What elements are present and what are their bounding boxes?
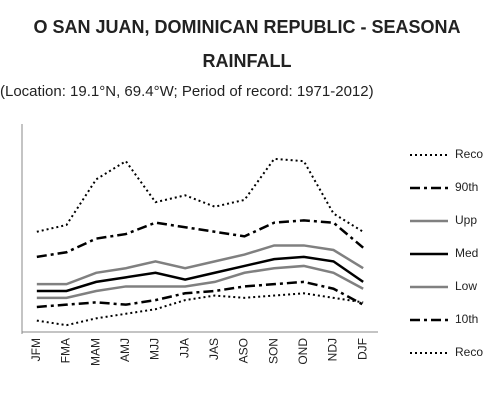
x-tick-label: ASO xyxy=(237,338,251,363)
series-line xyxy=(36,255,364,293)
x-tick-label: SON xyxy=(266,338,280,364)
legend-label: Upp xyxy=(455,213,477,227)
series-line xyxy=(36,264,364,300)
series-line xyxy=(36,244,364,286)
x-tick-label: NDJ xyxy=(326,338,340,361)
x-tick-label: OND xyxy=(296,338,310,365)
x-tick-label: AMJ xyxy=(118,338,132,362)
legend-label: 90th xyxy=(455,180,478,194)
series-line xyxy=(36,157,364,233)
series-line xyxy=(36,292,364,327)
legend-label: Med xyxy=(455,246,478,260)
chart-title: O SAN JUAN, DOMINICAN REPUBLIC - SEASONA xyxy=(33,17,460,37)
x-tick-label: MAM xyxy=(88,338,102,366)
x-tick-label: JAS xyxy=(207,338,221,360)
legend-label: Low xyxy=(455,279,477,293)
chart-subtitle: (Location: 19.1°N, 69.4°W; Period of rec… xyxy=(0,83,374,100)
x-tick-label: FMA xyxy=(59,338,73,363)
x-tick-label: JFM xyxy=(29,338,43,361)
chart-title: RAINFALL xyxy=(203,51,292,71)
legend-label: Reco xyxy=(455,147,483,161)
x-tick-label: JJA xyxy=(177,338,191,358)
x-tick-label: MJJ xyxy=(148,338,162,360)
series-line xyxy=(36,219,364,259)
legend-label: Reco xyxy=(455,345,483,359)
x-tick-label: DJF xyxy=(355,338,369,360)
series-line xyxy=(36,280,364,309)
legend-label: 10th xyxy=(455,312,478,326)
